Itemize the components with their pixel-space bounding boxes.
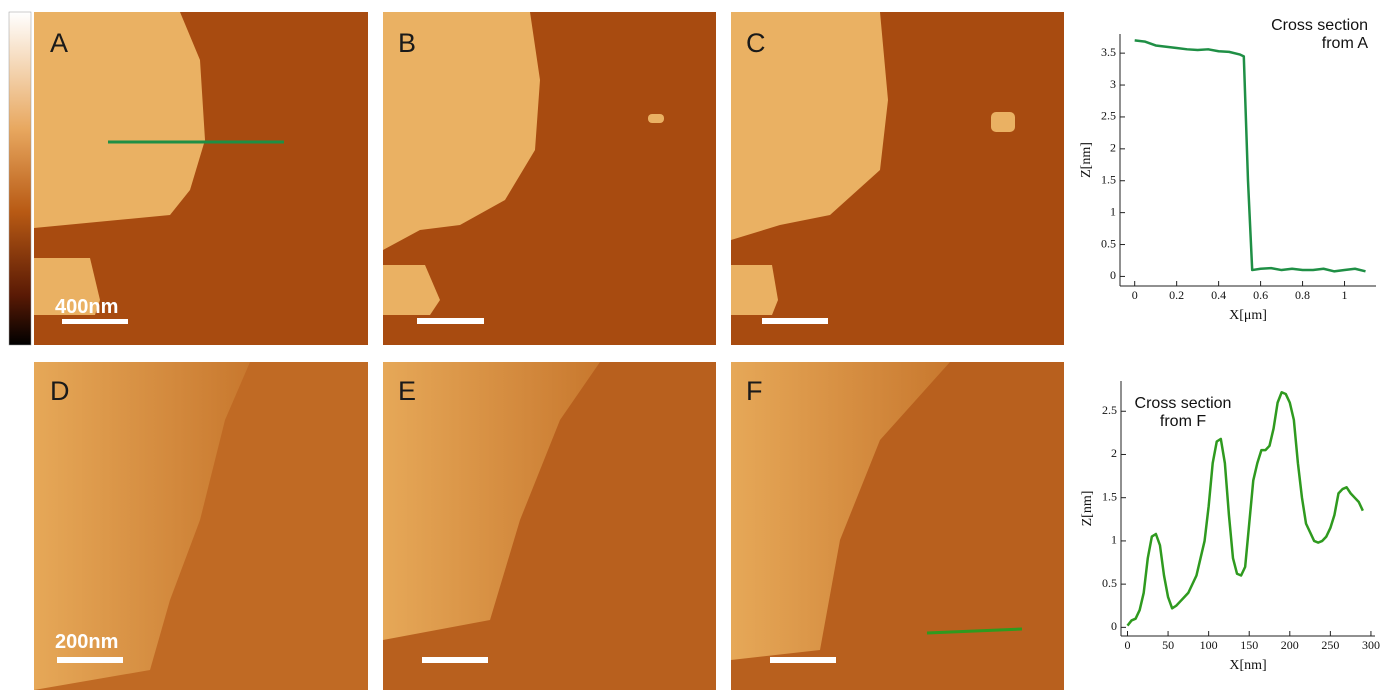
x-tick-label: 0 xyxy=(1132,288,1138,302)
x-tick-label: 0.4 xyxy=(1211,288,1226,302)
y-tick-label: 1.5 xyxy=(1101,172,1116,186)
x-tick-label: 0 xyxy=(1124,638,1130,652)
y-tick-label: 1.5 xyxy=(1102,489,1117,503)
figure: A B C D E F 400nm 200nm 0 0.5 1 1.5 2 2.5 3 3.5… xyxy=(0,0,1382,690)
y-tick-label: 2.5 xyxy=(1101,109,1116,123)
y-tick-label: 3 xyxy=(1110,77,1116,91)
x-tick-label: 0.2 xyxy=(1169,288,1184,302)
afm-image-f xyxy=(731,362,1064,690)
annotation: Cross section xyxy=(1135,395,1232,412)
x-axis-label: X[μm] xyxy=(1229,308,1267,323)
y-tick-label: 0.5 xyxy=(1102,576,1117,590)
annotation: Cross section xyxy=(1271,17,1368,34)
x-tick-label: 50 xyxy=(1162,638,1174,652)
x-axis-label: X[nm] xyxy=(1229,658,1266,673)
x-tick-label: 200 xyxy=(1281,638,1299,652)
x-tick-label: 150 xyxy=(1240,638,1258,652)
y-tick-label: 2 xyxy=(1110,141,1116,155)
panel-label: E xyxy=(398,376,416,406)
x-tick-label: 250 xyxy=(1321,638,1339,652)
y-axis-label: Z[nm] xyxy=(1080,491,1095,527)
panel-label: C xyxy=(746,28,766,58)
scale-bar-label: 200nm xyxy=(55,631,118,653)
y-tick-label: 0 xyxy=(1110,268,1116,282)
panel-label: F xyxy=(746,376,763,406)
panel-label: B xyxy=(398,28,416,58)
x-tick-label: 0.8 xyxy=(1295,288,1310,302)
panel-label: D xyxy=(50,376,70,406)
afm-image-c xyxy=(731,12,1064,345)
annotation: from F xyxy=(1160,413,1206,430)
panel-label: A xyxy=(50,28,68,58)
x-tick-label: 300 xyxy=(1362,638,1380,652)
y-tick-label: 2 xyxy=(1111,446,1117,460)
x-tick-label: 0.6 xyxy=(1253,288,1268,302)
annotation: from A xyxy=(1322,35,1369,52)
y-tick-label: 0.5 xyxy=(1101,236,1116,250)
afm-image-b xyxy=(383,12,716,345)
x-tick-label: 1 xyxy=(1342,288,1348,302)
x-tick-label: 100 xyxy=(1200,638,1218,652)
y-tick-label: 2.5 xyxy=(1102,403,1117,417)
data-line xyxy=(1135,40,1366,271)
scale-bar-label: 400nm xyxy=(55,296,118,318)
afm-image-e xyxy=(383,362,716,690)
color-bar xyxy=(9,12,31,345)
y-tick-label: 0 xyxy=(1111,619,1117,633)
y-axis-label: Z[nm] xyxy=(1079,142,1094,178)
y-tick-label: 1 xyxy=(1111,533,1117,547)
y-tick-label: 1 xyxy=(1110,204,1116,218)
y-tick-label: 3.5 xyxy=(1101,45,1116,59)
